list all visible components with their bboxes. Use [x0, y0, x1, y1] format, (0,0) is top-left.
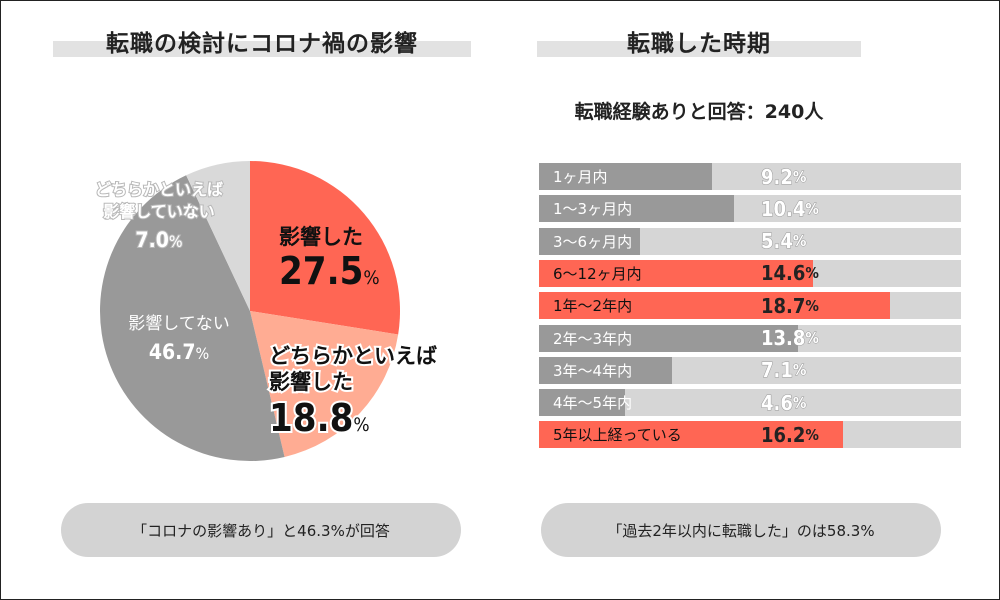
- respondents-subtitle: 転職経験ありと回答：240人: [574, 101, 824, 123]
- pie-value-not-affected: 46.7%: [149, 340, 209, 364]
- bar-fill: [539, 389, 626, 417]
- bar-value-label: 5.4%: [761, 229, 807, 254]
- pie-slice-somewhat-not-affected: [186, 161, 250, 311]
- pie-label-somewhat-affected-line2: 影響した: [269, 370, 353, 394]
- bar-row: 1〜3ヶ月内 10.4%: [539, 195, 961, 223]
- pie-label-somewhat-affected-line1: どちらかといえば: [269, 344, 437, 368]
- bar-fill: [539, 324, 798, 352]
- bar-category-label: 1ヶ月内: [553, 168, 608, 186]
- right-summary-note: 「過去2年以内に転職した」のは58.3%: [541, 503, 941, 557]
- bar-category-label: 1〜3ヶ月内: [553, 200, 633, 219]
- bar-value-label: 7.1%: [761, 358, 807, 383]
- pie-chart: 影響した27.5%どちらかといえば影響した18.8%影響してない46.7%どちら…: [94, 161, 439, 461]
- bar-row: 1ヶ月内 9.2%: [539, 163, 961, 190]
- bar-row: 3年〜4年内 7.1%: [539, 356, 961, 384]
- bar-category-label: 3〜6ヶ月内: [553, 232, 633, 251]
- bar-row: 2年〜3年内 13.8%: [539, 324, 961, 352]
- pie-slice-somewhat-affected: [250, 311, 399, 457]
- bar-fill: [539, 259, 813, 287]
- pie-slice-affected: [250, 161, 400, 335]
- bar-row: 1年〜2年内 18.7%: [539, 292, 961, 320]
- bar-fill: [539, 227, 641, 255]
- pie-value-somewhat-not-affected: 7.0%: [135, 228, 182, 252]
- bar-value-label: 9.2%: [761, 164, 807, 189]
- bar-fill: [539, 195, 735, 223]
- bar-category-label: 1年〜2年内: [553, 297, 633, 316]
- bar-value-label: 16.2%: [761, 422, 819, 447]
- bar-value-label: 4.6%: [761, 390, 807, 415]
- bar-fill: [539, 421, 843, 449]
- pie-slice-not-affected: [100, 175, 285, 461]
- bar-category-label: 4年〜5年内: [553, 394, 633, 413]
- pie-label-somewhat-not-affected-line1: どちらかといえば: [95, 180, 223, 199]
- bar-value-label: 14.6%: [761, 261, 819, 286]
- pie-label-not-affected-line1: 影響してない: [128, 314, 230, 334]
- bar-category-label: 3年〜4年内: [553, 361, 633, 380]
- pie-value-affected: 27.5%: [279, 249, 380, 293]
- bar-category-label: 2年〜3年内: [553, 329, 633, 348]
- pie-label-somewhat-not-affected-line2: 影響していない: [103, 202, 215, 221]
- bar-value-label: 10.4%: [760, 196, 819, 221]
- bar-fill: [539, 292, 890, 320]
- bar-value-label: 18.7%: [761, 293, 819, 318]
- bar-value-label: 13.8%: [760, 326, 819, 351]
- bar-row: 3〜6ヶ月内 5.4%: [539, 227, 961, 255]
- pie-label-affected-line1: 影響した: [279, 225, 363, 249]
- right-panel-title: 転職した時期: [537, 25, 861, 57]
- left-panel-title: 転職の検討にコロナ禍の影響: [53, 25, 471, 57]
- bar-row: 6〜12ヶ月内 14.6%: [539, 259, 961, 287]
- pie-value-somewhat-affected: 18.8%: [269, 396, 370, 440]
- bar-category-label: 5年以上経っている: [553, 426, 682, 445]
- bar-row: 4年〜5年内 4.6%: [539, 389, 961, 417]
- left-summary-note: 「コロナの影響あり」と46.3%が回答: [61, 503, 461, 557]
- bar-fill: [539, 163, 712, 190]
- bar-fill: [539, 356, 673, 384]
- bar-category-label: 6〜12ヶ月内: [553, 264, 642, 283]
- bar-row: 5年以上経っている 16.2%: [539, 421, 961, 449]
